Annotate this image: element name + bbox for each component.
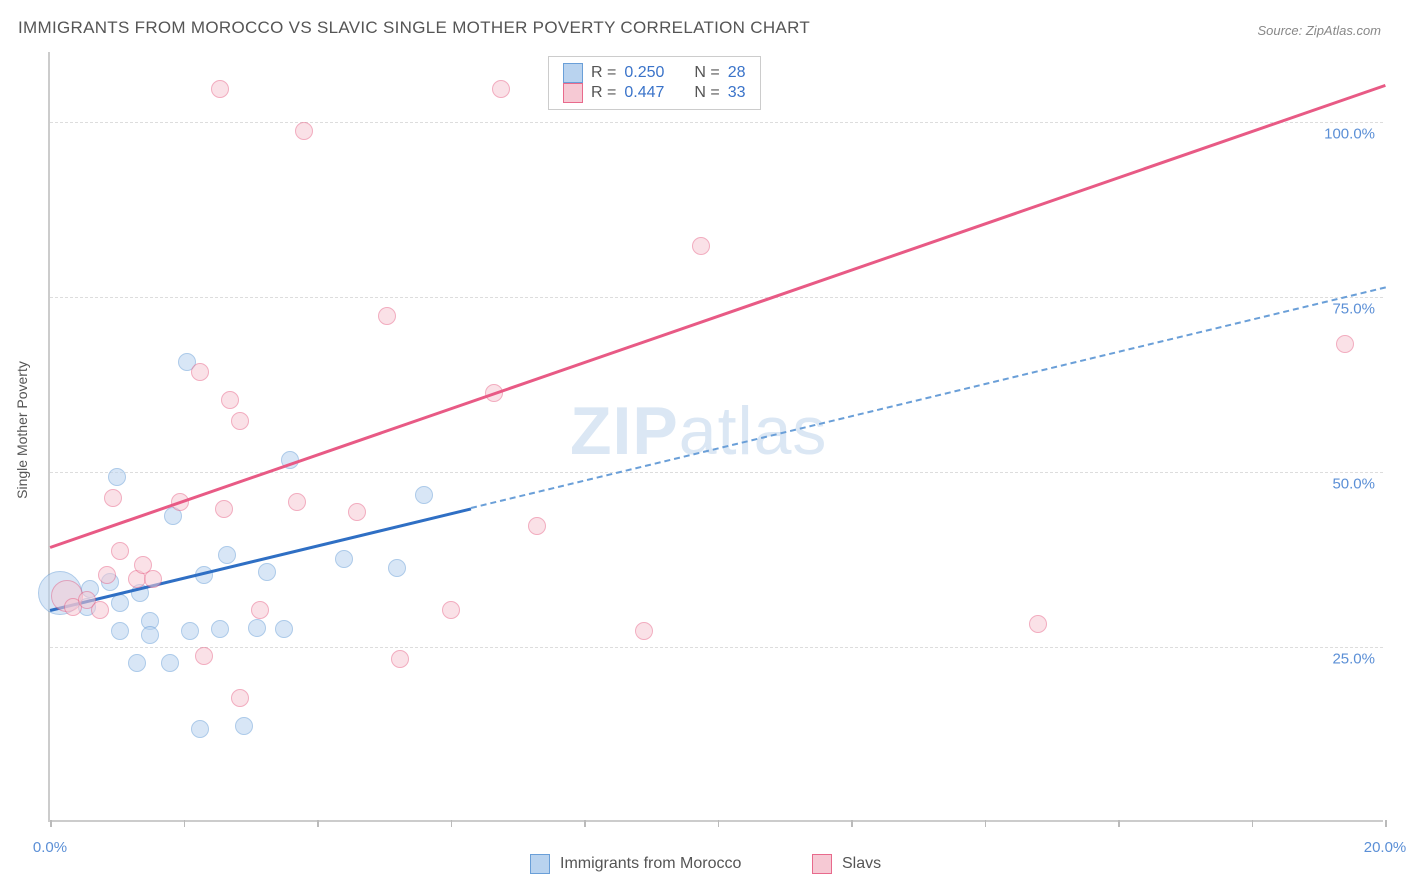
y-axis-label: Single Mother Poverty: [14, 361, 30, 499]
legend-stat-row-morocco: R = 0.250 N = 28: [563, 63, 746, 83]
data-point-morocco: [275, 620, 293, 638]
data-point-morocco: [388, 559, 406, 577]
data-point-slavs: [111, 542, 129, 560]
data-point-slavs: [191, 363, 209, 381]
data-point-morocco: [161, 654, 179, 672]
data-point-slavs: [91, 601, 109, 619]
x-tick-mark: [317, 820, 319, 827]
data-point-morocco: [258, 563, 276, 581]
data-point-morocco: [128, 654, 146, 672]
data-point-slavs: [635, 622, 653, 640]
data-point-slavs: [348, 503, 366, 521]
data-point-slavs: [1029, 615, 1047, 633]
data-point-slavs: [104, 489, 122, 507]
chart-title: IMMIGRANTS FROM MOROCCO VS SLAVIC SINGLE…: [18, 18, 810, 38]
legend-swatch-morocco: [563, 63, 583, 83]
data-point-slavs: [378, 307, 396, 325]
trend-line-extrapolated: [470, 287, 1385, 510]
data-point-slavs: [231, 412, 249, 430]
data-point-slavs: [231, 689, 249, 707]
legend-item-morocco: Immigrants from Morocco: [530, 854, 741, 874]
correlation-legend: R = 0.250 N = 28 R = 0.447 N = 33: [548, 56, 761, 110]
data-point-morocco: [141, 626, 159, 644]
legend-swatch-slavs: [563, 83, 583, 103]
legend-n-value: 33: [728, 84, 746, 102]
legend-n-value: 28: [728, 64, 746, 82]
y-tick-label: 100.0%: [1324, 126, 1375, 143]
data-point-morocco: [335, 550, 353, 568]
legend-r-label: R =: [591, 84, 616, 102]
y-tick-label: 25.0%: [1332, 651, 1375, 668]
y-tick-label: 50.0%: [1332, 476, 1375, 493]
x-tick-mark: [451, 820, 453, 827]
plot-area: ZIPatlas 25.0%50.0%75.0%100.0%0.0%20.0%: [48, 52, 1383, 822]
data-point-slavs: [98, 566, 116, 584]
data-point-slavs: [195, 647, 213, 665]
trend-line: [50, 84, 1386, 548]
data-point-slavs: [288, 493, 306, 511]
watermark-prefix: ZIP: [570, 393, 679, 469]
gridline: [50, 122, 1383, 123]
x-tick-mark: [1385, 820, 1387, 827]
x-tick-label: 0.0%: [33, 839, 67, 856]
data-point-slavs: [1336, 335, 1354, 353]
gridline: [50, 297, 1383, 298]
legend-n-label: N =: [694, 64, 719, 82]
x-tick-mark: [584, 820, 586, 827]
x-tick-mark: [985, 820, 987, 827]
data-point-slavs: [211, 80, 229, 98]
data-point-morocco: [415, 486, 433, 504]
legend-swatch-slavs: [812, 854, 832, 874]
gridline: [50, 647, 1383, 648]
data-point-morocco: [108, 468, 126, 486]
legend-swatch-morocco: [530, 854, 550, 874]
legend-n-label: N =: [694, 84, 719, 102]
data-point-morocco: [181, 622, 199, 640]
data-point-morocco: [248, 619, 266, 637]
x-tick-label: 20.0%: [1364, 839, 1406, 856]
data-point-slavs: [442, 601, 460, 619]
data-point-slavs: [215, 500, 233, 518]
data-point-slavs: [251, 601, 269, 619]
data-point-morocco: [235, 717, 253, 735]
data-point-slavs: [221, 391, 239, 409]
legend-r-value: 0.447: [624, 84, 664, 102]
y-tick-label: 75.0%: [1332, 301, 1375, 318]
legend-label-slavs: Slavs: [842, 855, 881, 873]
legend-stat-row-slavs: R = 0.447 N = 33: [563, 83, 746, 103]
legend-label-morocco: Immigrants from Morocco: [560, 855, 741, 873]
data-point-slavs: [492, 80, 510, 98]
data-point-morocco: [191, 720, 209, 738]
data-point-slavs: [144, 570, 162, 588]
x-tick-mark: [1118, 820, 1120, 827]
data-point-slavs: [528, 517, 546, 535]
x-tick-mark: [718, 820, 720, 827]
data-point-slavs: [391, 650, 409, 668]
x-tick-mark: [184, 820, 186, 827]
data-point-morocco: [218, 546, 236, 564]
data-point-morocco: [111, 622, 129, 640]
source-attribution: Source: ZipAtlas.com: [1257, 23, 1381, 38]
data-point-morocco: [111, 594, 129, 612]
data-point-slavs: [692, 237, 710, 255]
gridline: [50, 472, 1383, 473]
data-point-morocco: [211, 620, 229, 638]
legend-r-label: R =: [591, 64, 616, 82]
legend-r-value: 0.250: [624, 64, 664, 82]
trend-line: [50, 507, 471, 611]
x-tick-mark: [851, 820, 853, 827]
watermark-suffix: atlas: [679, 393, 828, 469]
x-tick-mark: [1252, 820, 1254, 827]
legend-item-slavs: Slavs: [812, 854, 881, 874]
x-tick-mark: [50, 820, 52, 827]
data-point-slavs: [295, 122, 313, 140]
